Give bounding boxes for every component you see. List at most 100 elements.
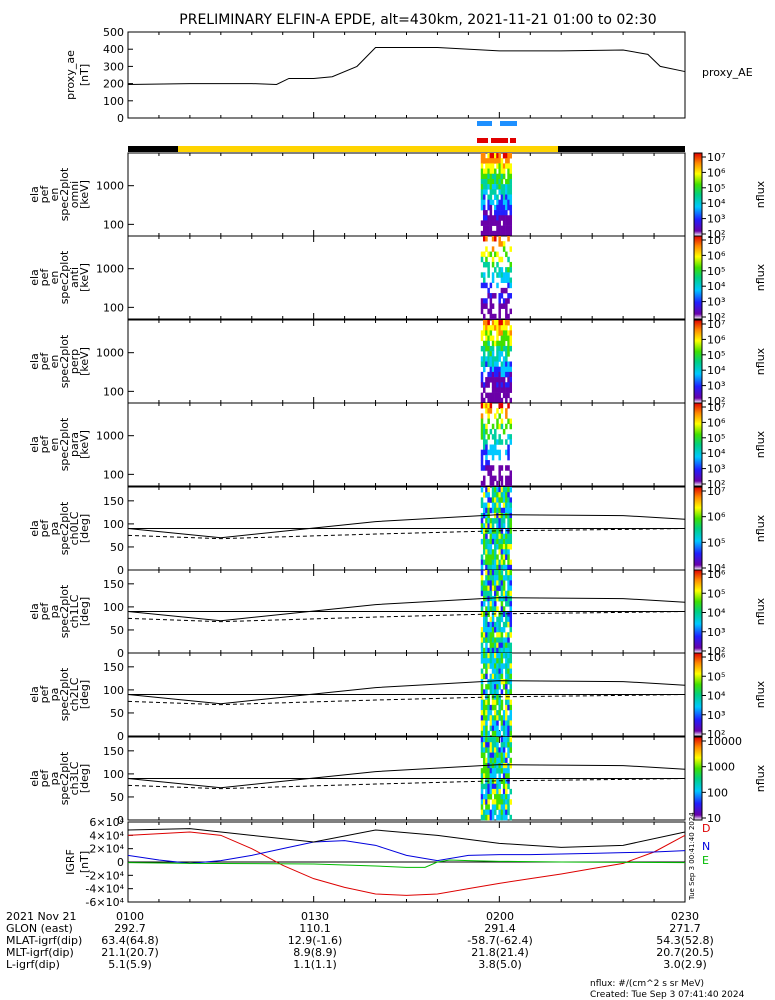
spectrogram-cell bbox=[507, 361, 510, 367]
spectrogram-cell bbox=[489, 647, 493, 654]
spectrogram-cell bbox=[509, 497, 513, 503]
spectrogram-cell bbox=[496, 230, 499, 237]
spectrogram-cell bbox=[489, 783, 493, 790]
spectrogram-cell bbox=[485, 246, 488, 252]
colorbar-tick-label: 10³ bbox=[707, 380, 725, 393]
ae-ylabel-2: [nT] bbox=[78, 64, 91, 86]
spectrogram-cell bbox=[494, 684, 497, 690]
spectrogram-cell bbox=[502, 642, 506, 649]
footer-l: 3.0(2.9) bbox=[663, 958, 707, 971]
spectrogram-cell bbox=[489, 814, 493, 821]
spectrogram-cell bbox=[502, 428, 506, 435]
spectrogram-cell bbox=[498, 663, 501, 669]
spectrogram-cell bbox=[485, 392, 488, 399]
spectrogram-cell bbox=[491, 366, 495, 373]
spectrogram-cell bbox=[489, 752, 493, 759]
spectrogram-cell bbox=[507, 533, 510, 540]
spectrogram-cell bbox=[485, 236, 488, 242]
spectrogram-cell bbox=[502, 272, 506, 278]
spectrogram-cell bbox=[496, 163, 499, 169]
spectrogram-cell bbox=[496, 575, 499, 581]
spectrogram-cell bbox=[491, 601, 495, 607]
spectrogram-cell bbox=[487, 204, 490, 211]
spectrogram-cell bbox=[507, 480, 510, 487]
spectrogram-cell bbox=[482, 601, 486, 607]
spectrogram-cell bbox=[491, 377, 495, 383]
spectrogram-cell bbox=[494, 518, 497, 524]
spectrogram-cell bbox=[480, 178, 484, 185]
footer-l: 3.8(5.0) bbox=[478, 958, 522, 971]
spectrogram-cell bbox=[491, 293, 495, 299]
spectrogram-cell bbox=[494, 168, 497, 175]
spectrogram-cell bbox=[494, 809, 497, 816]
panel-ylabel: ela bbox=[28, 603, 41, 620]
spectrogram-cell bbox=[509, 387, 513, 393]
panel-ylabel: para bbox=[68, 432, 81, 457]
spectrogram-cell bbox=[482, 325, 486, 331]
spectrogram-cell bbox=[502, 637, 506, 643]
spectrogram-cell bbox=[505, 356, 508, 362]
spectrogram-cell bbox=[502, 340, 506, 347]
spectrogram-cell bbox=[505, 153, 508, 159]
spectrogram-cell bbox=[485, 454, 488, 461]
panel-ylabel: [keV] bbox=[78, 263, 91, 292]
spectrogram-cell bbox=[494, 538, 497, 545]
spectrogram-cell bbox=[500, 184, 504, 190]
spectrogram-cell bbox=[507, 570, 510, 576]
spectrogram-cell bbox=[505, 768, 508, 774]
colorbar-strip bbox=[693, 235, 703, 320]
spectrogram-cell bbox=[498, 173, 501, 180]
spectrogram-cell bbox=[500, 403, 504, 409]
panel-ylabel: ela bbox=[28, 686, 41, 703]
spectrogram-cell bbox=[485, 298, 488, 304]
spectrogram-cell bbox=[491, 788, 495, 795]
spectrogram-cell bbox=[491, 538, 495, 545]
panel-frame bbox=[127, 402, 686, 487]
spectrogram-cell bbox=[500, 178, 504, 185]
spectrogram-cell bbox=[498, 684, 501, 690]
spectrogram-cell bbox=[494, 444, 497, 450]
spectrogram-cell bbox=[485, 449, 488, 456]
spectrogram-cell bbox=[485, 168, 488, 175]
spectrogram-cell bbox=[500, 590, 504, 597]
spectrogram-cell bbox=[505, 752, 508, 759]
spectrogram-cell bbox=[507, 403, 510, 409]
spectrogram-cell bbox=[482, 549, 486, 555]
spectrogram-cell bbox=[491, 361, 495, 367]
spectrogram-cell bbox=[502, 356, 506, 362]
ae-y-tick-label: 300 bbox=[103, 60, 124, 73]
panel-ylabel: ch1LC bbox=[68, 594, 81, 628]
spectrogram-cell bbox=[500, 663, 504, 669]
spectrogram-cell bbox=[480, 637, 484, 643]
spectrogram-cell bbox=[489, 768, 493, 774]
spectrogram-cell bbox=[494, 220, 497, 226]
spectrogram-cell bbox=[489, 403, 493, 409]
spectrogram-cell bbox=[496, 502, 499, 509]
spectrogram-cell bbox=[494, 184, 497, 190]
colorbar-label: nflux bbox=[754, 180, 767, 208]
spectrogram-cell bbox=[480, 371, 484, 378]
spectrogram-cell bbox=[498, 345, 501, 352]
spectrogram-cell bbox=[485, 361, 488, 367]
colorbar-tick-label: 10⁵ bbox=[707, 349, 725, 362]
panel-ylabel: spec2plot bbox=[58, 667, 71, 721]
spectrogram-cell bbox=[489, 794, 493, 800]
spectrogram-cell bbox=[505, 230, 508, 237]
anti-loss-cone-line bbox=[127, 694, 686, 706]
footer-mlat: 12.9(-1.6) bbox=[288, 934, 343, 947]
spectrogram-cell bbox=[509, 611, 513, 617]
y-tick-label: 0 bbox=[117, 730, 124, 743]
state-bar-day bbox=[178, 146, 558, 152]
spectrogram-cell bbox=[487, 434, 490, 440]
y-tick-label: 1000 bbox=[96, 263, 124, 276]
spectrogram-cell bbox=[487, 215, 490, 221]
spectrogram-cell bbox=[482, 752, 486, 759]
y-tick-label: 1000 bbox=[96, 180, 124, 193]
spectrogram-cell bbox=[485, 632, 488, 638]
spectrogram-cell bbox=[494, 153, 497, 159]
spectrogram-cell bbox=[502, 653, 506, 659]
spectrogram-cell bbox=[498, 220, 501, 226]
spectrogram-cell bbox=[494, 512, 497, 519]
